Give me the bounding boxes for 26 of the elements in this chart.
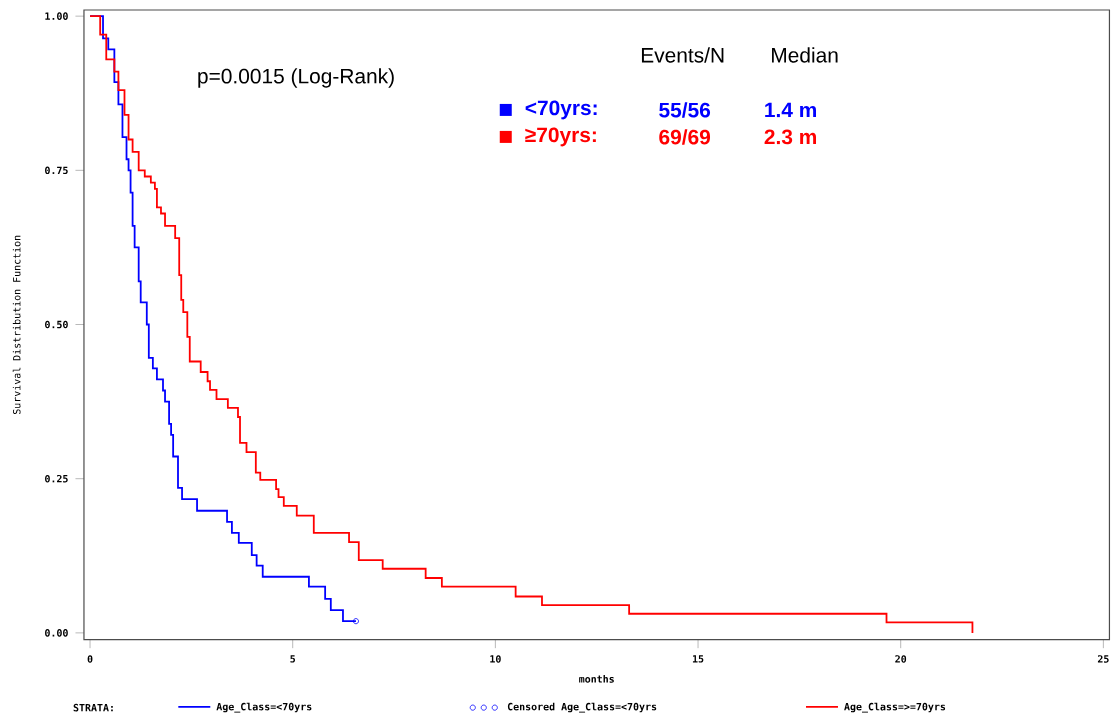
annotation: Median: [772, 47, 838, 63]
annotation: Events/N: [641, 47, 724, 63]
y-tick-label: 0.50: [45, 320, 68, 329]
annotation: 2.3 m: [764, 129, 817, 145]
y-tick-label: 0.75: [45, 166, 68, 175]
y-tick-label: 0.25: [45, 474, 68, 483]
y-axis-title: Survival Distribution Function: [12, 235, 21, 415]
y-tick-label: 1.00: [45, 12, 68, 20]
annotation: <70yrs:: [525, 100, 597, 120]
annotation: 55/56: [659, 102, 711, 118]
legend-title: STRATA:: [73, 703, 113, 712]
annotation: ≥70yrs:: [525, 127, 596, 147]
x-tick-label: 10: [490, 655, 501, 663]
legend-label: Age_Class=<70yrs: [216, 702, 312, 713]
x-tick-label: 5: [290, 655, 296, 663]
y-tick-label: 0.00: [45, 629, 68, 637]
x-tick-label: 15: [692, 655, 704, 663]
x-tick-label: 20: [895, 655, 907, 663]
annotation: p=0.0015 (Log-Rank): [198, 68, 394, 88]
x-tick-label: 25: [1097, 655, 1109, 663]
legend-label: Age_Class=>=70yrs: [844, 702, 946, 713]
x-axis-title: months: [579, 675, 614, 683]
legend-label: Censored Age_Class=<70yrs: [507, 702, 657, 713]
annotation: 69/69: [659, 129, 711, 145]
annotation: 1.4 m: [765, 102, 817, 118]
x-tick-label: 0: [87, 655, 93, 663]
